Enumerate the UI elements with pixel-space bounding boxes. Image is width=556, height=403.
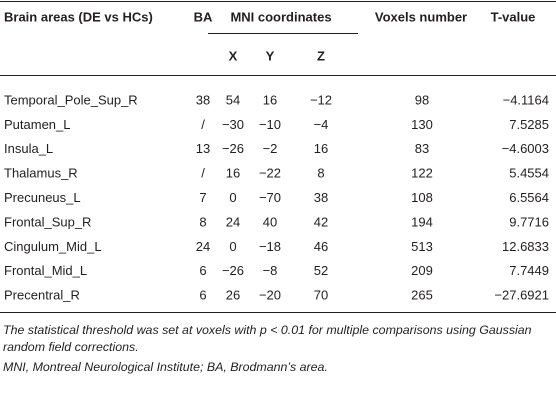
cell: 513: [411, 239, 433, 254]
cell: 209: [411, 263, 433, 278]
header-cell: Voxels number: [375, 9, 467, 24]
cell: 8: [317, 166, 324, 181]
cell: Precentral_R: [4, 288, 80, 303]
cell: 6: [199, 263, 206, 278]
table: Brain areas (DE vs HCs) BA MNI coordinates…: [0, 1, 556, 313]
cell: 6: [199, 288, 206, 303]
cell: 194: [411, 214, 433, 229]
cell: 42: [314, 214, 328, 229]
cell: 16: [226, 166, 240, 181]
cell: 54: [226, 92, 240, 107]
cell: 38: [196, 92, 210, 107]
cell: Insula_L: [4, 141, 53, 156]
cell: 38: [314, 190, 328, 205]
cell: 7.5285: [509, 117, 549, 132]
header-cell: Brain areas (DE vs HCs): [4, 9, 153, 24]
cell: 0: [229, 239, 236, 254]
cell: Thalamus_R: [4, 166, 78, 181]
cell: 40: [263, 214, 277, 229]
cell: 16: [314, 141, 328, 156]
cell: 7.7449: [509, 263, 549, 278]
cell: Frontal_Mid_L: [4, 263, 87, 278]
cell: Putamen_L: [4, 117, 71, 132]
cell: Precuneus_L: [4, 190, 81, 205]
cell: /: [201, 117, 205, 132]
subheader-cell: Y: [266, 48, 275, 63]
notes: The statistical threshold was set at vox…: [3, 322, 553, 376]
cell: −4: [314, 117, 329, 132]
cell: −70: [259, 190, 281, 205]
cell: −18: [259, 239, 281, 254]
cell: −12: [310, 92, 332, 107]
header-cell: BA: [194, 9, 213, 24]
cell: 6.5564: [509, 190, 549, 205]
cell: 9.7716: [509, 214, 549, 229]
cell: Temporal_Pole_Sup_R: [4, 92, 138, 107]
cell: 265: [411, 288, 433, 303]
cell: 130: [411, 117, 433, 132]
cell: 52: [314, 263, 328, 278]
cell: −8: [263, 263, 278, 278]
cell: 26: [226, 288, 240, 303]
cell: 108: [411, 190, 433, 205]
note: MNI, Montreal Neurological Institute; BA…: [3, 360, 328, 374]
cell: −30: [222, 117, 244, 132]
cell: 8: [199, 214, 206, 229]
cell: 83: [415, 141, 429, 156]
cell: 16: [263, 92, 277, 107]
header-cell: MNI coordinates: [230, 9, 331, 24]
cell: −4.1164: [503, 92, 549, 107]
cell: −26: [222, 263, 244, 278]
cell: −22: [259, 166, 281, 181]
cell: 13: [196, 141, 210, 156]
cell: /: [201, 166, 205, 181]
cell: 7: [199, 190, 206, 205]
cell: 70: [314, 288, 328, 303]
cell: −26: [222, 141, 244, 156]
subheader-cell: X: [229, 48, 238, 63]
cell: 12.6833: [502, 239, 549, 254]
cell: 98: [415, 92, 429, 107]
cell: 24: [196, 239, 210, 254]
cell: −20: [259, 288, 281, 303]
cell: 0: [229, 190, 236, 205]
cell: −10: [259, 117, 281, 132]
cell: 5.4554: [509, 166, 549, 181]
subheader-cell: Z: [317, 48, 325, 63]
note: The statistical threshold was set at vox…: [3, 323, 532, 354]
header-cell: T-value: [491, 9, 536, 24]
cell: Cingulum_Mid_L: [4, 239, 102, 254]
cell: 122: [411, 166, 433, 181]
cell: 24: [226, 214, 240, 229]
cell: −2: [263, 141, 278, 156]
cell: −4.6003: [502, 141, 549, 156]
cell: −27.6921: [494, 288, 549, 303]
cell: Frontal_Sup_R: [4, 214, 91, 229]
cell: 46: [314, 239, 328, 254]
